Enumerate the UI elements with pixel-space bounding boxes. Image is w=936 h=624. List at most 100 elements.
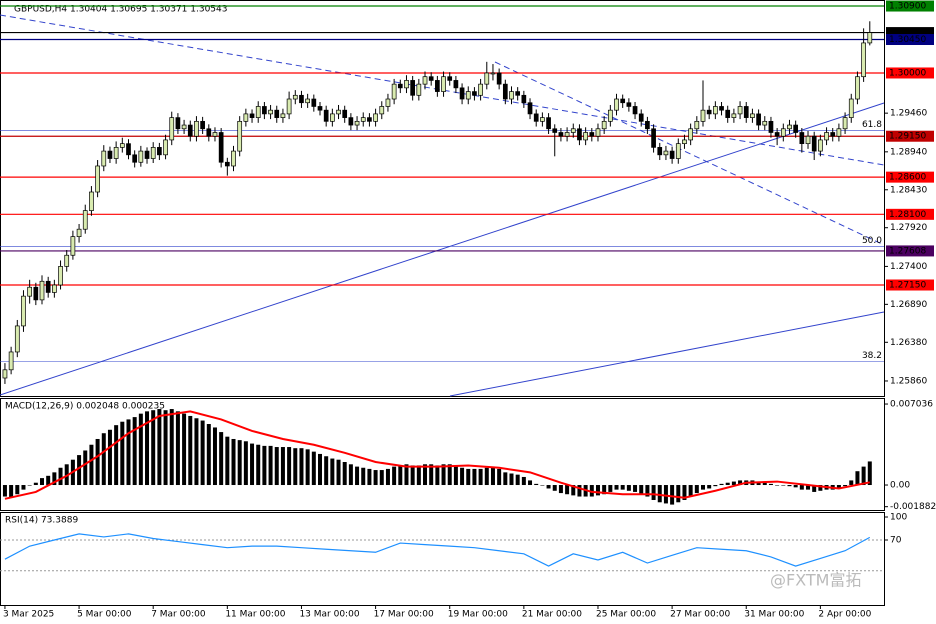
macd-bar [490, 466, 495, 486]
macd-bar [77, 455, 82, 486]
x-tick-label: 5 Mar 00:00 [77, 610, 132, 620]
candle-body [119, 143, 125, 148]
macd-bar [806, 485, 811, 490]
y-tick-label: 1.26890 [890, 300, 927, 310]
signal-line [4, 410, 870, 500]
macd-bar [558, 485, 563, 494]
macd-bar [725, 482, 730, 486]
level-label-box [886, 34, 934, 46]
macd-bar [787, 485, 792, 487]
candle-body [842, 117, 848, 130]
candle-body [465, 91, 471, 100]
candle-body [206, 128, 212, 137]
macd-bar [447, 464, 452, 486]
candle-body [21, 295, 26, 327]
candle-body [2, 369, 8, 379]
candle-body [126, 143, 131, 156]
candle-body [138, 150, 144, 163]
macd-bar [398, 465, 403, 486]
macd-bar [138, 413, 143, 486]
macd-bar [645, 485, 650, 497]
level-label-box [886, 67, 934, 79]
macd-bar [58, 467, 63, 486]
candle-body [472, 91, 477, 96]
macd-bar [676, 485, 681, 503]
candle-body [743, 106, 749, 118]
candle-body [459, 87, 465, 100]
macd-bar [670, 485, 675, 505]
macd-bar [385, 468, 390, 486]
price-panel [0, 0, 885, 397]
macd-bar [355, 466, 360, 486]
candle-body [830, 132, 836, 137]
macd-bar [194, 418, 199, 486]
macd-bar [212, 427, 217, 486]
level-label-box [886, 171, 934, 183]
candle-body [731, 113, 737, 118]
macd-bar [262, 445, 267, 486]
macd-bar [379, 470, 384, 486]
candle-body [577, 128, 582, 141]
macd-bar [682, 485, 687, 500]
macd-bar [52, 472, 57, 486]
macd-bar [441, 464, 446, 486]
fib-label: 61.8 [862, 120, 882, 130]
macd-bar [429, 464, 434, 486]
level-label: 1.30450 [889, 35, 926, 45]
candle-body [428, 76, 434, 81]
candle-body [373, 113, 378, 122]
macd-bar [521, 476, 526, 486]
macd-bar [219, 432, 224, 486]
macd-bar [793, 485, 798, 488]
macd-bar [528, 480, 533, 486]
x-tick-label: 13 Mar 00:00 [299, 610, 359, 620]
macd-bar [768, 483, 773, 486]
candle-body [367, 117, 372, 122]
macd-bar [392, 466, 397, 486]
candle-body [502, 83, 508, 100]
macd-bar [182, 413, 187, 486]
level-label-box [886, 245, 934, 257]
x-tick-label: 17 Mar 00:00 [374, 610, 434, 620]
candle-body [638, 113, 644, 122]
macd-bar [21, 485, 26, 490]
macd-bar [311, 451, 316, 486]
macd-bar [799, 485, 804, 490]
candle-body [249, 113, 255, 118]
candle-body [231, 150, 236, 167]
candle-body [422, 76, 428, 85]
candle-body [323, 109, 329, 122]
macd-bar [120, 421, 125, 486]
candle-body [169, 117, 175, 141]
candle-body [620, 98, 626, 104]
candle-body [348, 117, 354, 126]
macd-bar [324, 456, 329, 486]
macd-bar [423, 464, 428, 486]
fib-label: 38.2 [862, 351, 882, 361]
candle-body [212, 132, 218, 137]
macd-bar [484, 467, 489, 486]
candle-body [607, 109, 613, 122]
candle-body [595, 128, 601, 137]
candle-body [317, 106, 323, 111]
candle-body [157, 147, 162, 156]
macd-bar [2, 485, 7, 497]
y-tick-label: 1.29460 [890, 109, 927, 119]
y-tick-label: 0.007036 [890, 400, 933, 410]
level-label-box [886, 279, 934, 291]
level-label-box [886, 27, 934, 39]
macd-bar [565, 485, 570, 495]
candle-body [855, 76, 860, 100]
macd-bar [231, 438, 236, 486]
candle-body [262, 106, 267, 115]
candle-body [453, 80, 459, 89]
macd-bar [305, 449, 310, 486]
candle-body [663, 150, 669, 156]
candle-body [237, 120, 243, 152]
macd-bar [663, 485, 668, 504]
macd-bar [404, 464, 409, 486]
y-tick-label: 1.25860 [890, 376, 927, 386]
x-tick-label: 11 Mar 00:00 [225, 610, 285, 620]
candle-body [787, 124, 792, 130]
y-tick-label: 1.27920 [890, 223, 927, 233]
